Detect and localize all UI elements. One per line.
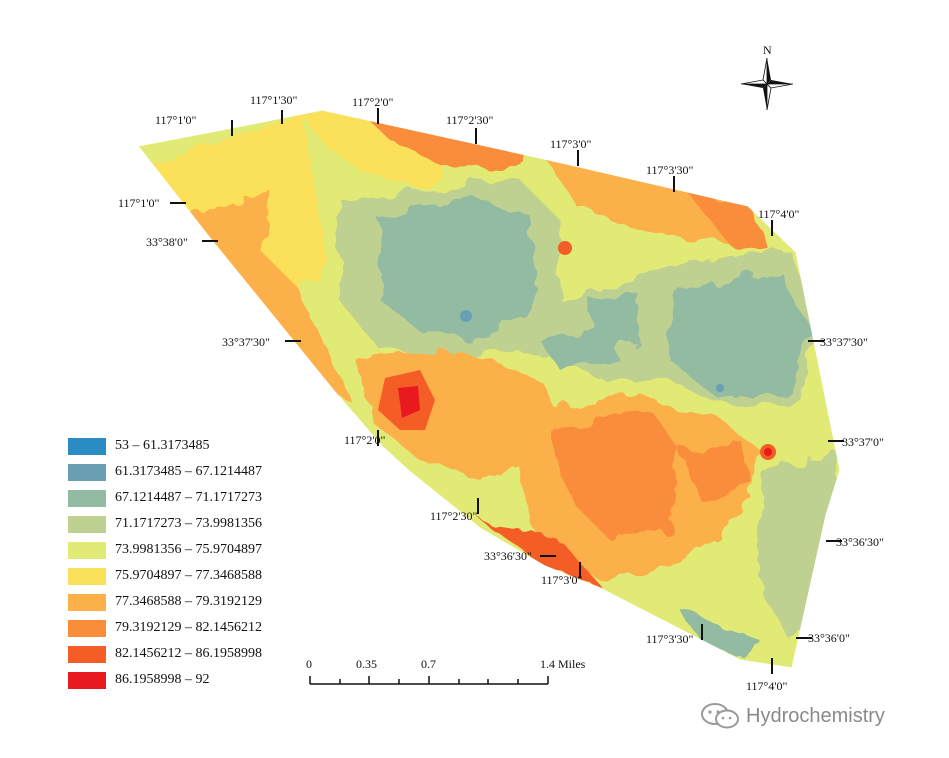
top-label-6: 117°3'30" bbox=[646, 163, 694, 177]
zone-teal-south bbox=[680, 610, 760, 660]
watermark: Hydrochemistry bbox=[700, 702, 885, 730]
coldspot-northwest bbox=[460, 310, 472, 322]
scale-label-2: 0.7 bbox=[421, 657, 436, 671]
heat-zones bbox=[138, 110, 840, 660]
legend-row: 61.3173485 – 67.1214487 bbox=[68, 459, 262, 485]
scale-bar: 0 0.35 0.7 1.4 Miles bbox=[306, 657, 586, 685]
hotspot-core-southwest bbox=[398, 386, 420, 418]
scale-label-0: 0 bbox=[306, 657, 312, 671]
legend-swatch bbox=[68, 437, 106, 455]
right-label-1: 33°37'30" bbox=[820, 335, 868, 349]
zone-orange-northeast bbox=[540, 150, 770, 250]
zone-teal-northwest bbox=[380, 195, 540, 340]
top-label-1: 117°1'0" bbox=[155, 113, 197, 127]
legend-row: 53 – 61.3173485 bbox=[68, 433, 262, 459]
legend-label: 73.9981356 – 75.9704897 bbox=[115, 542, 262, 557]
zone-darkorange-southeast bbox=[680, 440, 750, 500]
legend-swatch bbox=[68, 671, 106, 689]
legend-swatch bbox=[68, 489, 106, 507]
left-label-1: 117°1'0" bbox=[118, 196, 160, 210]
left-label-2: 33°38'0" bbox=[146, 235, 188, 249]
legend-row: 67.1214487 – 71.1717273 bbox=[68, 485, 262, 511]
top-label-7: 117°4'0" bbox=[758, 207, 800, 221]
legend-label: 79.3192129 – 82.1456212 bbox=[115, 620, 262, 635]
legend-row: 86.1958998 – 92 bbox=[68, 667, 262, 693]
watermark-text: Hydrochemistry bbox=[746, 704, 885, 727]
scale-label-1: 0.35 bbox=[356, 657, 377, 671]
south-arrow-needle bbox=[763, 84, 767, 110]
scale-label-3: 1.4 Miles bbox=[540, 657, 586, 671]
zone-orange-ne-corner bbox=[690, 195, 770, 250]
zone-orange-west bbox=[190, 190, 350, 400]
legend-label: 67.1214487 – 71.1717273 bbox=[115, 490, 262, 505]
zone-teal-east bbox=[670, 270, 810, 400]
coordinate-labels: 117°1'0" 117°1'30" 117°2'0" 117°2'30" 11… bbox=[118, 93, 884, 693]
legend-label: 53 – 61.3173485 bbox=[115, 438, 210, 453]
hotspot-north bbox=[558, 241, 572, 255]
legend-label: 77.3468588 – 79.3192129 bbox=[115, 594, 262, 609]
hotspot-east-core bbox=[764, 448, 772, 456]
bottom-label-5: 117°4'0" bbox=[746, 679, 788, 693]
legend-label: 61.3173485 – 67.1214487 bbox=[115, 464, 262, 479]
bottom-label-3: 117°3'0" bbox=[541, 573, 583, 587]
top-label-3: 117°2'0" bbox=[352, 95, 394, 109]
legend-swatch bbox=[68, 593, 106, 611]
east-arrow-needle bbox=[767, 80, 793, 84]
right-label-3: 33°36'30" bbox=[836, 535, 884, 549]
west-arrow-needle-light bbox=[740, 79, 768, 85]
legend-swatch bbox=[68, 567, 106, 585]
zone-red-south-edge bbox=[480, 520, 600, 585]
chat-bubbles-icon bbox=[701, 703, 739, 729]
legend-row: 79.3192129 – 82.1456212 bbox=[68, 615, 262, 641]
north-arrow-needle bbox=[767, 58, 771, 84]
legend-swatch bbox=[68, 645, 106, 663]
north-arrow: N bbox=[740, 43, 794, 111]
top-label-2: 117°1'30" bbox=[250, 93, 298, 107]
study-area bbox=[138, 110, 840, 668]
legend-swatch bbox=[68, 619, 106, 637]
bottom-label-1: 117°2'30" bbox=[430, 509, 478, 523]
legend-swatch bbox=[68, 515, 106, 533]
legend-row: 82.1456212 – 86.1958998 bbox=[68, 641, 262, 667]
legend-label: 82.1456212 – 86.1958998 bbox=[115, 646, 262, 661]
top-label-5: 117°3'0" bbox=[550, 137, 592, 151]
top-label-4: 117°2'30" bbox=[446, 113, 494, 127]
right-label-2: 33°37'0" bbox=[842, 435, 884, 449]
legend-row: 75.9704897 – 77.3468588 bbox=[68, 563, 262, 589]
legend-swatch bbox=[68, 541, 106, 559]
right-label-4: 33°36'0" bbox=[808, 631, 850, 645]
left-label-3: 33°37'30" bbox=[222, 335, 270, 349]
east-arrow-needle-light bbox=[766, 83, 794, 89]
zone-teal-middle bbox=[590, 295, 640, 345]
north-label: N bbox=[763, 43, 772, 57]
bottom-label-2: 33°36'30" bbox=[484, 549, 532, 563]
study-area-outline bbox=[137, 109, 841, 669]
legend-label: 71.1717273 – 73.9981356 bbox=[115, 516, 262, 531]
legend-row: 77.3468588 – 79.3192129 bbox=[68, 589, 262, 615]
left-label-4: 117°2'0" bbox=[344, 433, 386, 447]
zone-teal-south-middle bbox=[540, 330, 620, 370]
legend-row: 71.1717273 – 73.9981356 bbox=[68, 511, 262, 537]
scale-bar-ticks bbox=[309, 676, 549, 684]
legend: 53 – 61.3173485 61.3173485 – 67.1214487 67… bbox=[68, 433, 262, 693]
legend-label: 75.9704897 – 77.3468588 bbox=[115, 568, 262, 583]
legend-swatch bbox=[68, 463, 106, 481]
legend-label: 86.1958998 – 92 bbox=[115, 672, 210, 687]
bottom-label-4: 117°3'30" bbox=[646, 632, 694, 646]
legend-row: 73.9981356 – 75.9704897 bbox=[68, 537, 262, 563]
graticule-ticks bbox=[170, 108, 844, 674]
zone-darkorange-south bbox=[550, 410, 680, 540]
west-arrow-needle bbox=[741, 84, 767, 88]
coldspot-east bbox=[716, 384, 724, 392]
